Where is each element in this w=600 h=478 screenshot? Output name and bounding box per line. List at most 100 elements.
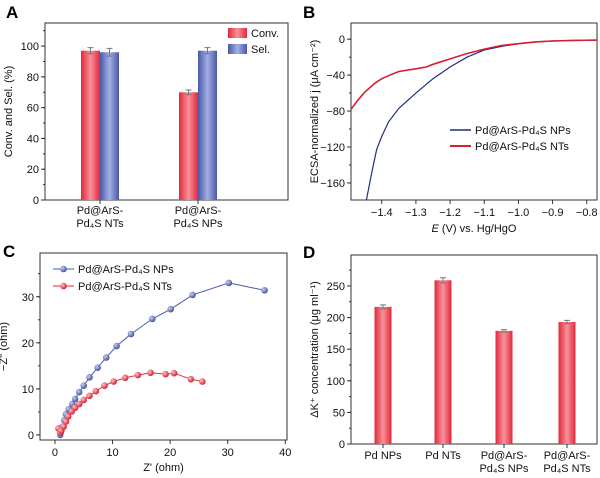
- x-tick-label: −1.3: [405, 207, 427, 219]
- legend-label: Pd@ArS-Pd₄S NTs: [78, 281, 172, 293]
- error-bar: [380, 304, 386, 310]
- x-axis-label-italic: E: [432, 223, 440, 235]
- data-point-nps: [261, 287, 268, 294]
- data-point-nts: [187, 375, 195, 383]
- legend-marker: [60, 265, 67, 273]
- x-tick-label: 20: [164, 447, 176, 459]
- y-tick-label: 100: [327, 376, 345, 388]
- bar: [558, 322, 576, 444]
- data-point-nps: [127, 330, 135, 338]
- x-axis-label: E (V) vs. Hg/HgO: [432, 223, 517, 235]
- data-point-nts: [92, 387, 100, 395]
- data-point-nps: [148, 315, 156, 323]
- data-point-nts: [110, 378, 117, 385]
- legend-label: Conv.: [251, 28, 279, 40]
- x-tick-label: −1.1: [473, 207, 495, 219]
- x-tick-label: 30: [222, 447, 234, 459]
- x-axis-label-rest: (V) vs. Hg/HgO: [439, 223, 517, 235]
- data-point-nts: [60, 423, 67, 430]
- error-bar: [185, 89, 192, 96]
- x-tick-label: Pd@ArS-Pd₄S NTs: [543, 450, 591, 475]
- x-tick-label: 40: [279, 447, 291, 459]
- bar: [374, 306, 392, 444]
- y-tick-label: 250: [327, 281, 345, 293]
- data-point-nts: [170, 369, 178, 377]
- data-point-nps: [75, 388, 83, 396]
- panel-B: B 0 −40 −80 −120 −160 −1.4 −1.3 −1.2 −1.1 −1.0 −0.9…: [303, 3, 598, 235]
- legend-marker: [60, 282, 67, 290]
- data-point-nts: [86, 392, 93, 400]
- y-tick-label: 80: [27, 72, 39, 84]
- y-axis-label: −Z'' (ohm): [0, 322, 10, 371]
- y-tick-label: 0: [33, 195, 39, 207]
- panel-A: A 0 20 40 60 80 100 Conv. and Sel. (%) Pd@ArS-Pd…: [3, 3, 289, 230]
- x-tick-label: −0.9: [542, 207, 564, 219]
- data-point-nps: [189, 291, 196, 299]
- x-tick-label: Pd NPs: [364, 450, 402, 462]
- y-tick-label: −40: [326, 70, 345, 82]
- data-point-nps: [167, 305, 174, 313]
- error-bar: [440, 277, 446, 284]
- x-tick-label: −0.8: [576, 207, 598, 219]
- error-bar: [564, 319, 570, 325]
- y-tick-label: 200: [327, 313, 345, 325]
- legend-swatch: [228, 44, 247, 54]
- y-tick-label: 10: [22, 384, 34, 396]
- y-tick-label: 150: [327, 344, 345, 356]
- y-tick-label: −160: [320, 178, 345, 190]
- bar: [495, 330, 513, 444]
- legend-swatch: [228, 28, 247, 38]
- bar-conv: [81, 50, 100, 201]
- x-tick-label: −1.0: [508, 207, 530, 219]
- panel-label: B: [303, 3, 315, 22]
- bar: [434, 280, 452, 444]
- data-point-nts: [62, 418, 70, 425]
- data-point-nps: [225, 279, 233, 287]
- x-tick-label: Pd NTs: [425, 450, 461, 462]
- data-point-nts: [80, 396, 88, 404]
- y-tick-label: 0: [339, 439, 345, 451]
- error-bar: [87, 47, 94, 55]
- data-point-nts: [134, 371, 142, 379]
- data-point-nts: [162, 370, 169, 378]
- panel-label: A: [6, 3, 18, 22]
- y-tick-label: −80: [326, 106, 345, 118]
- data-point-nts: [121, 374, 129, 382]
- y-tick-label: 0: [28, 430, 34, 442]
- data-point-nts: [101, 382, 108, 389]
- y-tick-label: 20: [27, 164, 39, 176]
- bar-conv: [179, 92, 198, 200]
- y-axis-label: ΔK⁺ concentration (μg ml⁻¹): [309, 281, 321, 418]
- x-tick-label: Pd@ArS-Pd₄S NTs: [76, 205, 124, 230]
- series-line-nts: [351, 39, 597, 110]
- bar-sel: [100, 52, 119, 201]
- y-tick-label: 40: [27, 133, 39, 145]
- bar-sel: [198, 50, 217, 201]
- y-tick-label: 30: [22, 292, 34, 304]
- y-tick-label: 50: [333, 407, 345, 419]
- plot-frame: [350, 22, 598, 201]
- error-bar: [204, 47, 211, 55]
- error-bar: [106, 47, 113, 57]
- y-tick-label: 100: [21, 41, 39, 53]
- x-tick-label: −1.2: [439, 207, 461, 219]
- x-tick-label: 0: [52, 447, 58, 459]
- data-point-nps: [80, 382, 88, 389]
- x-tick-label: 10: [106, 447, 118, 459]
- legend-label: Pd@ArS-Pd₄S NTs: [475, 141, 569, 153]
- data-point-nts: [199, 378, 206, 385]
- panel-label: D: [303, 243, 315, 262]
- plot-frame: [39, 252, 288, 441]
- panel-D: D 0 50 100 150 200 250 ΔK⁺ concentration (μg ml…: [303, 243, 598, 475]
- data-point-nts: [75, 400, 83, 408]
- plot-frame: [44, 22, 289, 201]
- error-bar: [501, 329, 507, 333]
- panel-C: C 0 10 20 30 0 10 20 30 40 −Z'' (ohm) Pd@ArS-Pd₄S N…: [0, 242, 291, 474]
- data-point-nts: [64, 413, 72, 420]
- legend-label: Pd@ArS-Pd₄S NPs: [475, 125, 571, 137]
- legend-label: Sel.: [251, 44, 270, 56]
- data-point-nps: [71, 395, 79, 403]
- y-tick-label: −120: [320, 142, 345, 154]
- series-line-nps: [59, 282, 265, 435]
